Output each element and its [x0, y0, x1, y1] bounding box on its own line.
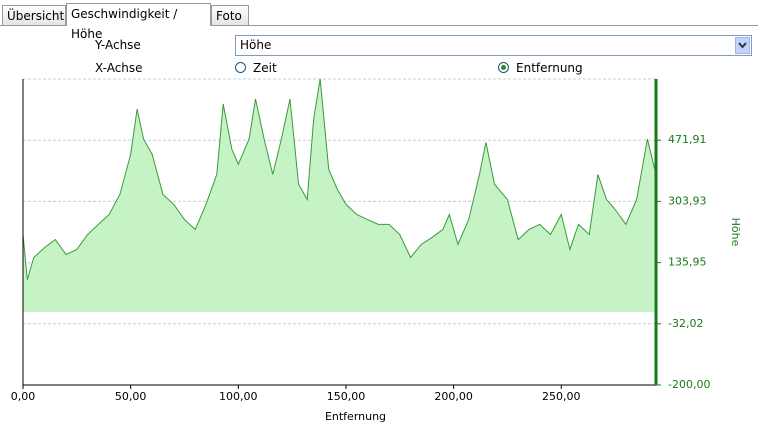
y-label: Y-Achse	[95, 38, 141, 52]
radio-checked[interactable]	[498, 62, 509, 73]
y-tick-label: 303,93	[668, 194, 707, 207]
area-fill	[23, 78, 656, 313]
x-tick-label: 250,00	[542, 390, 581, 403]
x-tick-label: 0,00	[11, 390, 36, 403]
y-tick-label: 471,91	[668, 133, 707, 146]
select-value: Höhe	[240, 38, 272, 52]
x-tick-label: 50,00	[115, 390, 147, 403]
x-axis-title: Entfernung	[325, 410, 386, 423]
tab-active[interactable]: Geschwindigkeit / Höhe	[66, 3, 211, 41]
tab[interactable]: Übersicht	[2, 5, 66, 25]
radio-label[interactable]: Zeit	[253, 61, 277, 75]
y-axis-title: Höhe	[729, 218, 742, 247]
radio[interactable]	[235, 62, 246, 73]
y-tick-label: -32,02	[668, 317, 703, 330]
tab-border	[0, 25, 758, 26]
tab[interactable]: Foto	[211, 5, 249, 25]
dropdown-arrow[interactable]	[735, 37, 750, 54]
x-tick-label: 200,00	[434, 390, 473, 403]
x-tick-label: 150,00	[327, 390, 366, 403]
radio-dot	[501, 65, 506, 70]
arrow-icon	[738, 42, 747, 49]
radio-label[interactable]: Entfernung	[516, 61, 583, 75]
area-line	[22, 78, 657, 280]
x-tick-label: 100,00	[219, 390, 258, 403]
y-tick-label: 135,95	[668, 256, 707, 269]
x-label: X-Achse	[95, 61, 143, 75]
y-select[interactable]: Höhe	[235, 35, 752, 56]
y-tick-label: -200,00	[668, 378, 710, 391]
